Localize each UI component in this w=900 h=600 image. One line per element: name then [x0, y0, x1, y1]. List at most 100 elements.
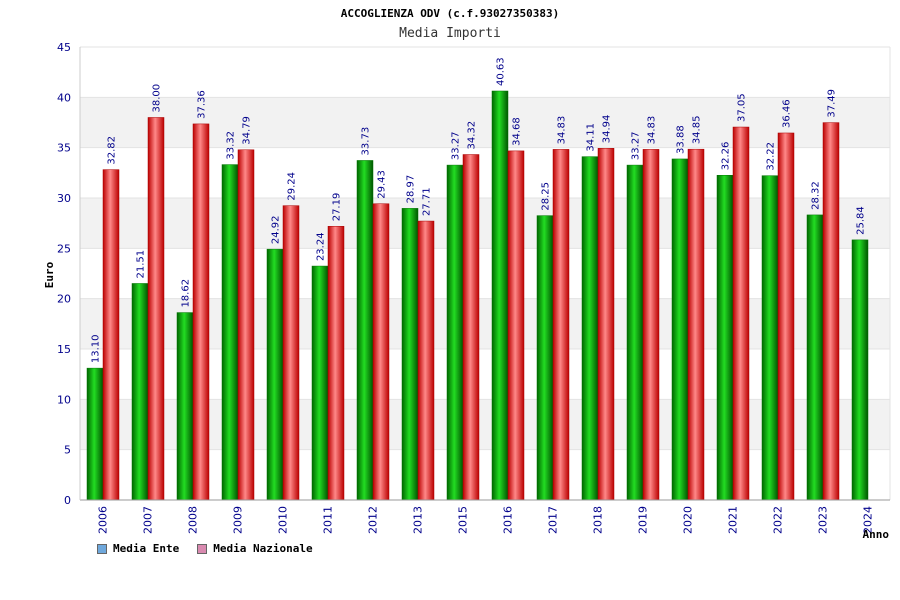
data-label: 13.10 [91, 334, 102, 363]
bar-ente [716, 174, 734, 501]
bar-nazionale [102, 169, 120, 501]
data-label: 33.27 [451, 131, 462, 160]
bar-nazionale [282, 205, 300, 501]
x-tick-label: 2018 [592, 506, 605, 534]
data-label: 18.62 [181, 279, 192, 308]
bar-ente [491, 90, 509, 501]
data-label: 36.46 [782, 99, 793, 128]
x-axis-label: Anno [863, 528, 890, 541]
data-label: 34.94 [602, 115, 613, 144]
grid-band [80, 399, 890, 450]
x-tick-label: 2009 [232, 506, 245, 534]
bar-ente [311, 265, 329, 501]
data-label: 37.36 [197, 90, 208, 119]
y-tick-label: 30 [57, 192, 71, 205]
chart-title: ACCOGLIENZA ODV (c.f.93027350383) [341, 7, 560, 20]
y-tick-label: 45 [57, 41, 71, 54]
data-label: 27.19 [332, 193, 343, 222]
data-label: 34.79 [242, 116, 253, 145]
y-tick-label: 20 [57, 293, 71, 306]
grid-band [80, 298, 890, 349]
bar-ente [131, 283, 149, 501]
data-label: 34.83 [557, 116, 568, 145]
data-label: 37.49 [827, 89, 838, 118]
y-tick-label: 15 [57, 343, 71, 356]
bar-ente [86, 367, 104, 501]
bar-ente [221, 164, 239, 501]
x-tick-label: 2021 [727, 506, 740, 534]
data-label: 25.84 [856, 206, 867, 235]
legend-label-nazionale: Media Nazionale [213, 542, 313, 555]
data-label: 23.24 [316, 232, 327, 261]
bar-nazionale [777, 132, 795, 501]
data-label: 33.27 [631, 131, 642, 160]
data-label: 21.51 [136, 250, 147, 279]
bar-ente [626, 164, 644, 501]
data-label: 28.25 [541, 182, 552, 211]
bar-nazionale [372, 203, 390, 501]
data-label: 34.11 [586, 123, 597, 152]
data-label: 38.00 [152, 84, 163, 113]
bar-ente [851, 239, 869, 501]
bar-nazionale [642, 149, 660, 501]
legend-swatch-ente [97, 543, 107, 554]
bar-ente [806, 214, 824, 501]
data-label: 33.73 [361, 127, 372, 156]
y-tick-label: 40 [57, 91, 71, 104]
bar-ente [176, 312, 194, 501]
x-tick-label: 2024 [862, 506, 875, 534]
legend-label-ente: Media Ente [113, 542, 180, 555]
bar-nazionale [597, 148, 615, 501]
data-label: 27.71 [422, 187, 433, 216]
data-label: 33.32 [225, 131, 236, 160]
grid-band [80, 97, 890, 148]
x-tick-label: 2012 [367, 506, 380, 534]
x-tick-label: 2019 [637, 506, 650, 534]
bar-nazionale [507, 150, 525, 501]
bar-nazionale [147, 117, 165, 501]
x-tick-label: 2007 [142, 506, 155, 534]
y-tick-label: 0 [64, 494, 71, 507]
bar-nazionale [192, 123, 210, 501]
data-label: 32.26 [721, 142, 732, 171]
legend-item-ente: Media Ente [97, 542, 179, 555]
x-tick-label: 2016 [502, 506, 515, 534]
y-tick-label: 5 [64, 444, 71, 457]
y-tick-label: 25 [57, 242, 71, 255]
bar-ente [356, 160, 374, 501]
chart-subtitle: Media Importi [399, 26, 501, 41]
data-label: 34.32 [467, 121, 478, 150]
data-label: 37.05 [737, 93, 748, 122]
legend-swatch-nazionale [197, 543, 208, 554]
bar-nazionale [327, 226, 345, 501]
data-label: 28.97 [406, 175, 417, 204]
bar-ente [536, 215, 554, 501]
bar-ente [761, 175, 779, 501]
data-label: 24.92 [271, 215, 282, 244]
data-label: 28.32 [811, 181, 822, 210]
x-tick-label: 2022 [772, 506, 785, 534]
bar-nazionale [732, 126, 750, 501]
x-tick-label: 2017 [547, 506, 560, 534]
data-label: 29.24 [287, 172, 298, 201]
x-tick-label: 2013 [412, 506, 425, 534]
y-axis-label: Euro [43, 261, 56, 288]
bar-nazionale [552, 149, 570, 501]
x-tick-label: 2023 [817, 506, 830, 534]
data-label: 34.85 [692, 116, 703, 145]
legend: Media Ente Media Nazionale [97, 542, 313, 555]
data-label: 32.82 [107, 136, 118, 165]
bar-ente [446, 164, 464, 501]
data-label: 29.43 [377, 170, 388, 199]
bar-nazionale [417, 220, 435, 501]
bar-nazionale [462, 154, 480, 501]
x-tick-label: 2006 [97, 506, 110, 534]
legend-item-nazionale: Media Nazionale [197, 542, 313, 555]
x-tick-label: 2011 [322, 506, 335, 534]
data-label: 32.22 [766, 142, 777, 171]
x-axis-ticks: 2006 2007 2008 2009 2010 2011 2012 2013 2015 2016… [97, 506, 875, 534]
y-axis-ticks: 0 5 10 15 20 25 30 35 40 45 [57, 41, 71, 507]
x-tick-label: 2020 [682, 506, 695, 534]
grid-band [80, 198, 890, 249]
